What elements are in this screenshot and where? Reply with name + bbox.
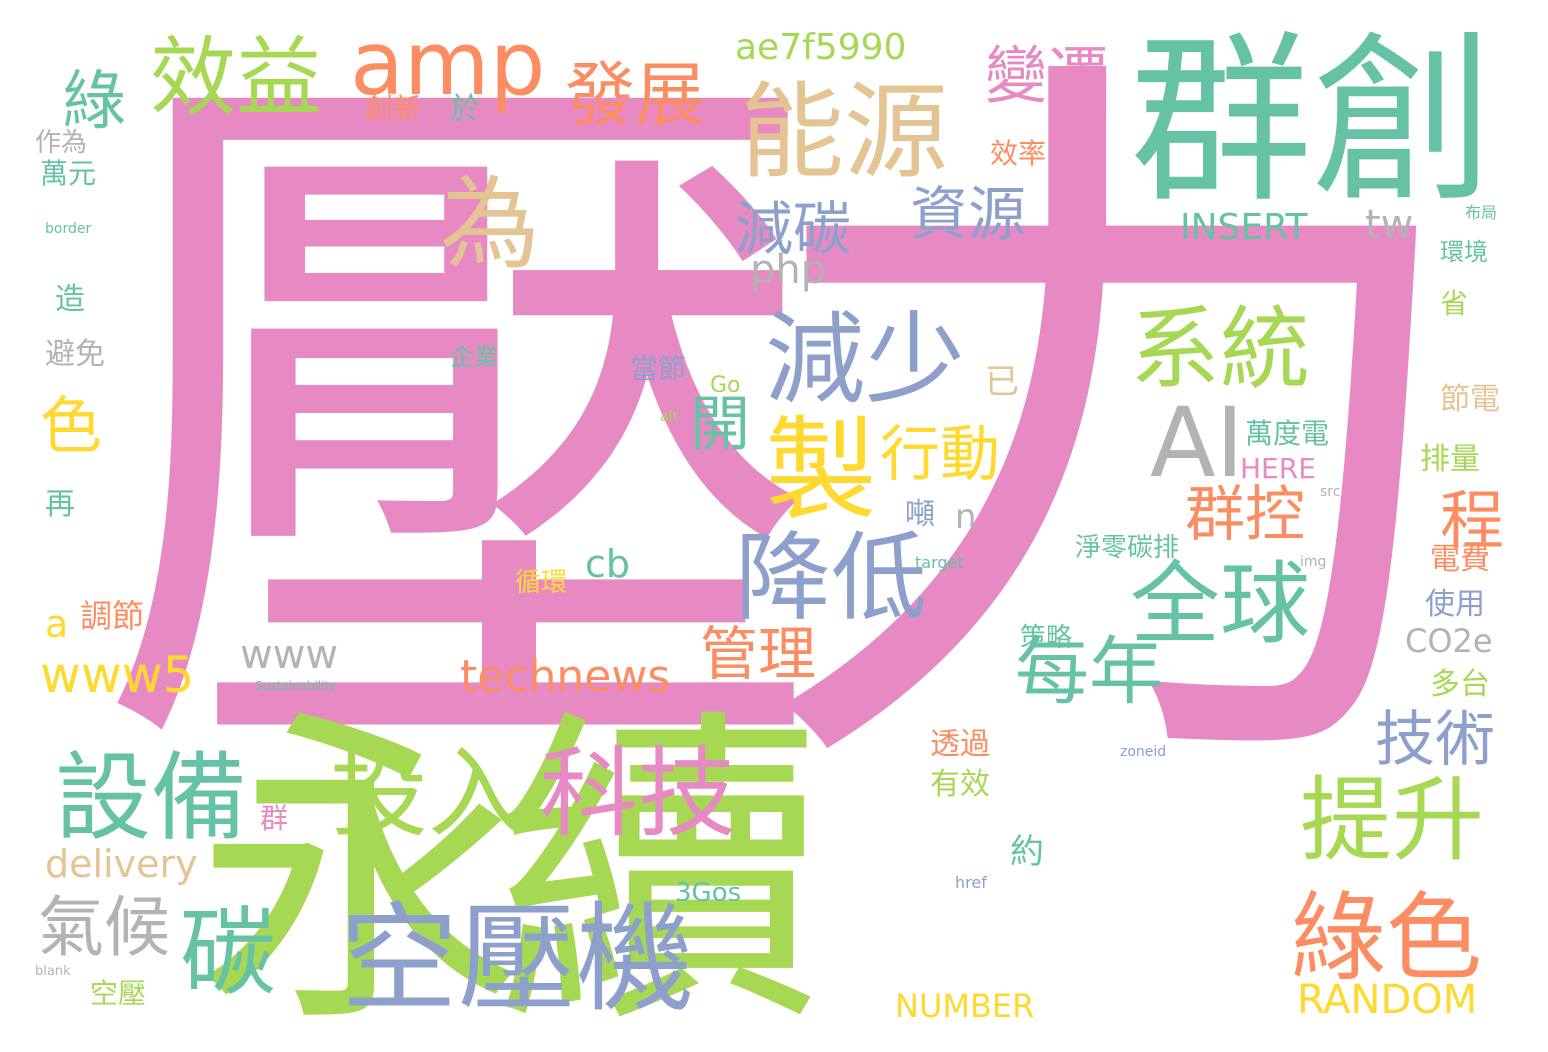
word-huanjing: 環境 (1440, 238, 1488, 266)
word-lv: 綠 (62, 65, 126, 139)
word-qunkong: 群控 (1185, 480, 1305, 550)
word-zuowei: 作為 (35, 128, 88, 158)
word-zoneid: zoneid (1120, 744, 1167, 760)
word-img: img (1300, 554, 1327, 570)
word-ae7f5990: ae7f5990 (735, 27, 907, 68)
word-touru: 投入 (330, 737, 527, 851)
word-chuangxin: 創新 (365, 92, 422, 125)
word-3gos: 3Gos (675, 878, 742, 908)
word-bimian: 避免 (45, 337, 105, 372)
word-ai: AI (1150, 387, 1244, 499)
word-www5: www5 (40, 646, 195, 704)
word-href: href (955, 873, 987, 892)
word-sustainability: Sustainability (255, 679, 337, 693)
word-kai: 開 (690, 390, 750, 460)
word-dun: 噸 (905, 497, 935, 532)
word-touguo: 透過 (930, 727, 990, 762)
word-cheng: 程 (1440, 485, 1504, 559)
word-nengyuan: 能源 (740, 71, 949, 193)
word-xiaoyi: 效益 (150, 28, 322, 128)
word-tan: 碳 (180, 897, 276, 1009)
word-wandudian: 萬度電 (1245, 417, 1330, 450)
word-tisheng: 提升 (1300, 767, 1485, 874)
word-jishu: 技術 (1375, 705, 1495, 775)
word-celue: 策略 (1020, 623, 1073, 653)
word-meinian: 每年 (1015, 629, 1163, 715)
word-yali: 壓力 (95, 0, 1485, 861)
word-jiantan: 減碳 (735, 195, 852, 263)
word-alt: alt (660, 409, 678, 425)
word-php: php (750, 247, 827, 293)
word-zhi: 製 (765, 406, 877, 536)
word-jinglingtanpai: 淨零碳排 (1075, 533, 1180, 563)
word-zao: 造 (55, 282, 85, 317)
word-xiaolv: 效率 (990, 137, 1047, 170)
word-keji: 科技 (540, 737, 737, 851)
word-co2e: CO2e (1405, 622, 1493, 660)
word-shebei: 設備 (55, 742, 247, 854)
word-quanqiu: 全球 (1130, 552, 1310, 657)
word-tiaojie: 調節 (80, 597, 145, 635)
word-n: n (955, 497, 977, 537)
word-jiangdi: 降低 (735, 522, 927, 634)
word-zai: 再 (45, 487, 75, 522)
word-blank: blank (35, 964, 71, 979)
word-kongyaji: 空壓機 (340, 890, 695, 1028)
word-fazhan: 發展 (565, 54, 705, 136)
word-sheng: 省 (1440, 287, 1469, 320)
word-pailiang: 排量 (1420, 442, 1480, 477)
word-yu: 於 (450, 92, 480, 127)
word-wei: 為 (440, 166, 540, 283)
word-se: 色 (40, 389, 103, 462)
word-qiye: 企業 (450, 343, 498, 371)
word-jiedian: 節電 (1440, 382, 1500, 417)
word-target: target (915, 553, 964, 572)
word-ziyuan: 資源 (910, 180, 1027, 248)
word-www: www (240, 632, 339, 678)
word-lvse: 綠色 (1290, 882, 1482, 994)
word-cb: cb (585, 542, 631, 586)
word-tw: tw (1365, 202, 1414, 248)
word-technews: technews (460, 651, 671, 702)
word-border: border (45, 221, 92, 237)
word-buju: 布局 (1465, 203, 1498, 222)
word-kongya: 空壓 (90, 977, 147, 1010)
word-wanyuan: 萬元 (40, 157, 97, 190)
word-bianqian: 變遷 (985, 39, 1110, 112)
word-go: Go (710, 373, 741, 398)
word-random: RANDOM (1297, 977, 1478, 1023)
word-xitong: 系統 (1130, 297, 1310, 402)
word-qunchuang: 群創 (1130, 15, 1494, 227)
word-qun: 群 (260, 802, 289, 835)
word-here: HERE (1240, 452, 1316, 485)
word-yongxu: 永續 (195, 683, 825, 1052)
word-guanli: 管理 (700, 620, 817, 688)
word-yi: 已 (985, 362, 1019, 402)
word-youxiao: 有效 (930, 767, 990, 802)
word-delivery: delivery (45, 842, 198, 886)
word-src: src (1320, 484, 1341, 500)
word-xingdong: 行動 (880, 420, 1000, 490)
word-dianfei: 電費 (1430, 542, 1490, 577)
word-amp: amp (350, 12, 546, 115)
word-a: a (45, 602, 69, 646)
word-duotai: 多台 (1430, 667, 1490, 702)
word-xunhuan: 循環 (515, 568, 568, 598)
word-qihou: 氣候 (38, 889, 170, 966)
word-number: NUMBER (895, 987, 1035, 1025)
word-shiyong: 使用 (1425, 587, 1485, 622)
word-jianshao: 減少 (765, 301, 965, 418)
word-insert: INSERT (1180, 207, 1308, 248)
word-dangjie: 當節 (630, 352, 687, 385)
word-yue: 約 (1010, 832, 1044, 872)
